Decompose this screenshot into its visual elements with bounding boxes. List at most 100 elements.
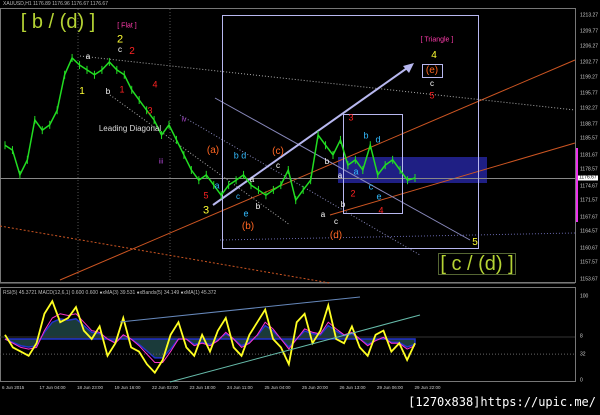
wave-label[interactable]: (c) bbox=[272, 146, 284, 157]
time-axis-tick: 26 Jun 13:00 bbox=[339, 385, 366, 390]
wave-label[interactable]: c bbox=[334, 217, 338, 226]
wave-label[interactable]: b bbox=[340, 200, 346, 209]
oscillator-header: RSI(5) 45.3721 MACD(12,6,1) 0.600 0.600 … bbox=[3, 290, 217, 296]
price-axis-tick: 1213.27 bbox=[580, 12, 599, 19]
triangle-frame-rectangle[interactable] bbox=[343, 114, 403, 214]
price-axis-tick: 1171.57 bbox=[580, 197, 598, 204]
wave-label[interactable]: 3 bbox=[202, 204, 210, 217]
price-axis-tick: 1202.77 bbox=[580, 59, 599, 65]
oscillator-channel-line[interactable] bbox=[119, 296, 361, 323]
trend-line[interactable] bbox=[79, 55, 576, 111]
wave-label[interactable]: e bbox=[376, 191, 382, 202]
wave-label[interactable]: c bbox=[368, 181, 374, 192]
wave-label[interactable]: iii bbox=[158, 158, 164, 166]
arrow-head-icon bbox=[403, 63, 414, 73]
wave-label[interactable]: 2 bbox=[350, 188, 356, 199]
wave-label[interactable]: 3 bbox=[147, 105, 153, 116]
wave-label[interactable]: (a) bbox=[206, 145, 220, 156]
wave-label[interactable]: Leading Diagonal bbox=[98, 124, 162, 133]
time-axis-tick: 25 Jun 04:00 bbox=[264, 385, 291, 390]
trend-line[interactable] bbox=[179, 114, 421, 256]
wave-label[interactable]: [ Triangle ] bbox=[420, 36, 454, 44]
wave-label[interactable]: [ c / (d) ] bbox=[440, 253, 514, 275]
wave-label[interactable]: 3 bbox=[348, 112, 354, 123]
price-axis-tick: 1199.27 bbox=[580, 74, 598, 81]
price-axis-tick: 1157.57 bbox=[580, 259, 598, 266]
oscillator-axis-tick: 8 bbox=[580, 333, 583, 340]
time-axis-tick: 22 Jun 02:00 bbox=[152, 385, 179, 390]
wave-label[interactable]: a bbox=[320, 210, 326, 219]
wave-label[interactable]: 5 bbox=[472, 237, 478, 248]
price-axis-tick: 1192.27 bbox=[580, 105, 598, 112]
time-axis-tick: 25 Jun 20:00 bbox=[302, 385, 329, 390]
price-axis-tick: 1181.67 bbox=[580, 152, 598, 159]
price-axis-tick: 1178.57 bbox=[580, 166, 598, 173]
wave-label[interactable]: c bbox=[118, 45, 122, 54]
wave-label[interactable]: 1 bbox=[79, 86, 85, 97]
wave-label[interactable]: 2 bbox=[129, 46, 135, 57]
trend-line[interactable] bbox=[0, 225, 331, 284]
time-axis-tick: 6 Jun 2015 bbox=[2, 385, 25, 390]
signal-line bbox=[4, 313, 416, 364]
trend-line[interactable] bbox=[59, 59, 576, 281]
wave-label[interactable]: 1 bbox=[119, 84, 125, 95]
trend-line[interactable] bbox=[214, 97, 471, 241]
wave-frame-rectangle[interactable] bbox=[222, 15, 479, 249]
wave-label[interactable]: a bbox=[85, 52, 91, 61]
trend-line[interactable] bbox=[109, 94, 291, 226]
wave-label[interactable]: (b) bbox=[241, 221, 255, 232]
price-axis-tick: 1185.57 bbox=[580, 135, 598, 142]
wave-label[interactable]: a bbox=[214, 180, 220, 191]
wave-label[interactable]: 4 bbox=[431, 50, 437, 61]
price-axis-tick: 1195.77 bbox=[580, 90, 598, 97]
oscillator-axis-tick: 32 bbox=[580, 351, 586, 358]
time-axis-tick: 17 Jun 04:00 bbox=[39, 385, 66, 390]
price-axis-tick: 1206.27 bbox=[580, 43, 599, 50]
wave-label[interactable]: 5 bbox=[429, 90, 435, 101]
wave-label[interactable]: 4 bbox=[378, 205, 384, 216]
chart-header: XAUUSD,H1 1176.89 1176.96 1176.67 1176.6… bbox=[3, 1, 108, 7]
time-axis-tick: 29 Jun 22:00 bbox=[414, 385, 441, 390]
wave-label[interactable]: 5 bbox=[203, 190, 209, 201]
wave-label[interactable]: a bbox=[249, 175, 255, 184]
wave-label[interactable]: [ b / (d) ] bbox=[20, 11, 96, 33]
wave-label[interactable]: (e) bbox=[425, 65, 439, 76]
wave-label[interactable]: c bbox=[276, 161, 280, 170]
price-axis-tick: 1153.67 bbox=[580, 276, 598, 283]
price-axis-tick: 1209.77 bbox=[580, 28, 599, 34]
wave-label[interactable]: c bbox=[236, 192, 240, 201]
wave-e-box bbox=[422, 64, 443, 78]
price-line bbox=[4, 56, 416, 202]
price-axis-tick: 1160.67 bbox=[580, 245, 598, 252]
time-axis-tick: 29 Jun 06:00 bbox=[377, 385, 404, 390]
price-series bbox=[4, 53, 416, 205]
wave-label[interactable]: c bbox=[430, 79, 434, 88]
wave-cd-box bbox=[438, 253, 516, 275]
wave-label[interactable]: b bbox=[324, 157, 330, 166]
time-axis-tick: 23 Jun 18:00 bbox=[189, 385, 216, 390]
wave-label[interactable]: d bbox=[375, 134, 381, 145]
oscillator-channel-line[interactable] bbox=[169, 314, 421, 383]
wave-label[interactable]: iv bbox=[181, 116, 187, 124]
wave-label[interactable]: b bbox=[255, 202, 261, 211]
wave-label[interactable]: a bbox=[337, 171, 343, 180]
wave-label[interactable]: 4 bbox=[152, 79, 158, 90]
wave-label[interactable]: 2 bbox=[116, 33, 124, 46]
wave-label[interactable]: b bbox=[363, 130, 369, 141]
time-axis-tick: 24 Jun 11:00 bbox=[227, 385, 253, 390]
wave-label[interactable]: (d) bbox=[329, 230, 343, 241]
oscillator-axis-tick: 0 bbox=[580, 377, 583, 384]
wave-label[interactable]: [ Flat ] bbox=[117, 22, 137, 30]
wave-label[interactable]: b bbox=[105, 87, 111, 96]
price-axis-tick: 1188.77 bbox=[580, 121, 598, 128]
wave-label[interactable]: b d bbox=[233, 150, 247, 161]
oscillator-series bbox=[0, 296, 575, 383]
watermark: [1270x838]https://upic.me/ bbox=[408, 395, 596, 409]
projection-arrow[interactable] bbox=[212, 65, 411, 206]
wave-label[interactable]: e bbox=[243, 208, 249, 219]
wave-label[interactable]: a bbox=[353, 166, 359, 177]
trend-line[interactable] bbox=[219, 232, 576, 241]
main-plot-border bbox=[0, 8, 576, 283]
